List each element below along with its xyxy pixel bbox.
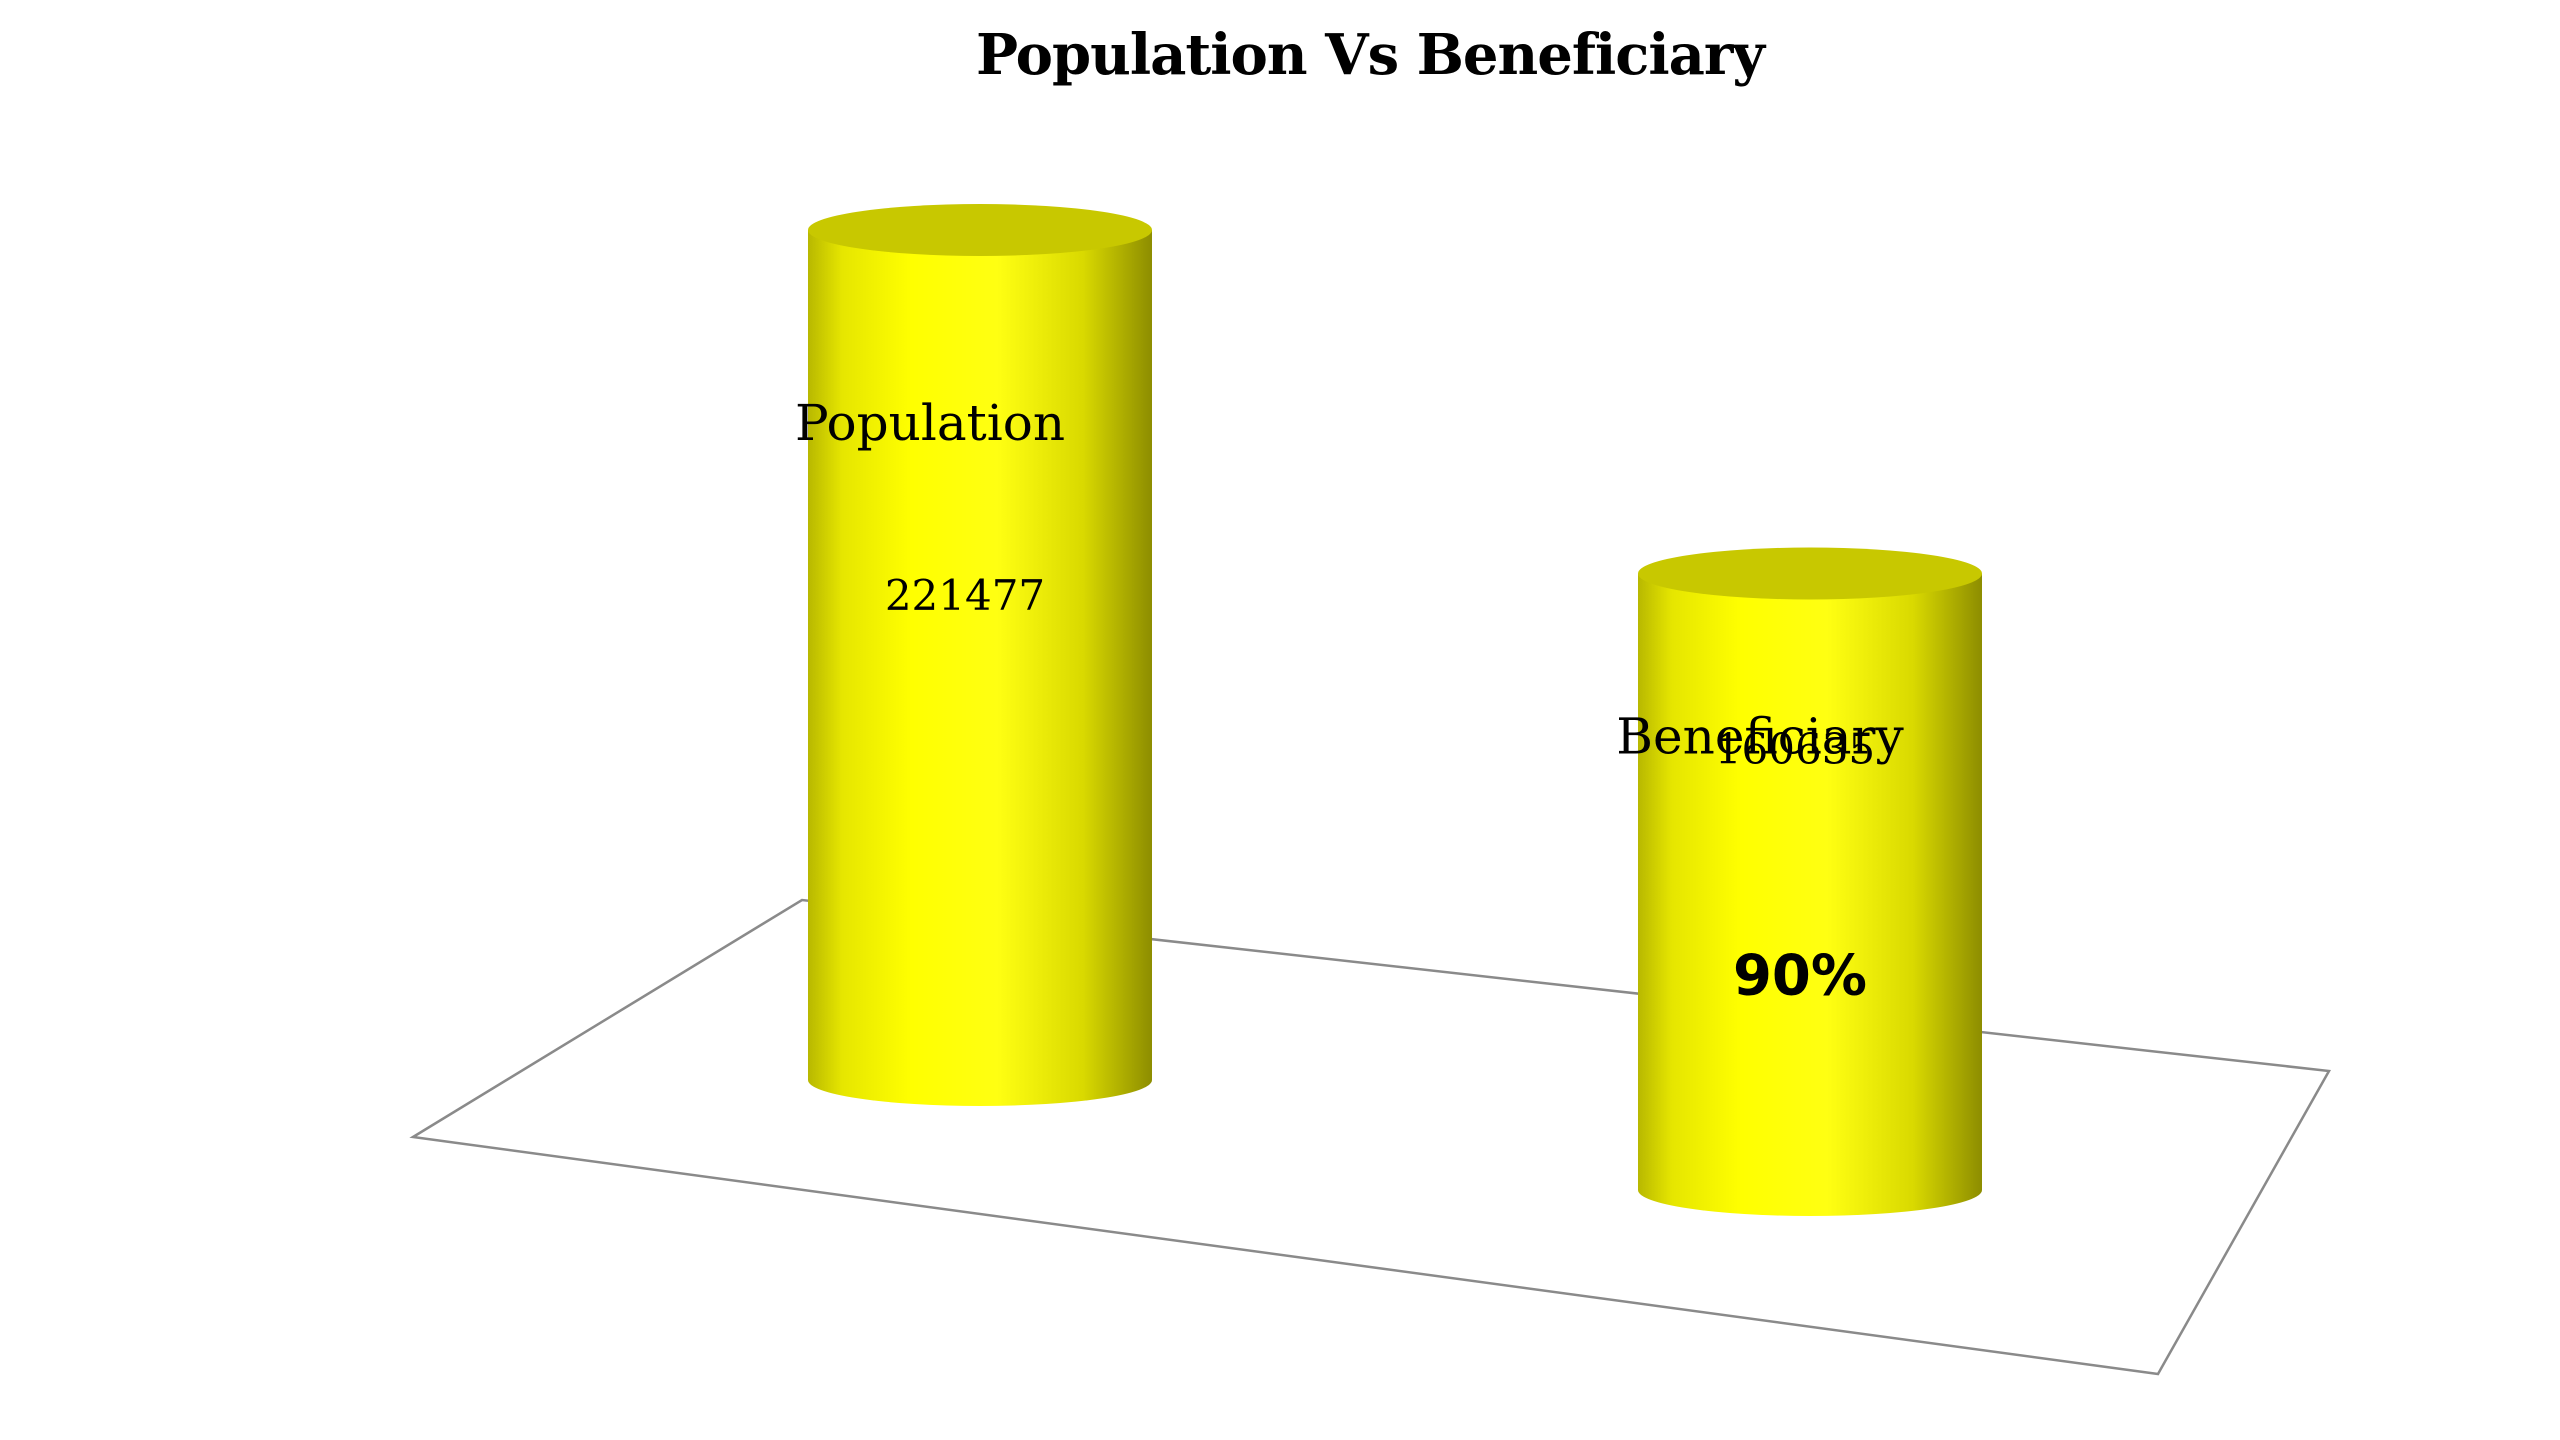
bar-category-label: Beneficiary [1616, 708, 1904, 766]
bar-category-label: Population [795, 394, 1065, 452]
cylinder-body [808, 230, 1152, 1106]
cylinder-top [808, 204, 1152, 256]
bar-value-label: 160635 [1715, 725, 1875, 774]
cylinder-body [1638, 573, 1982, 1216]
bar-percent-label: 90% [1733, 944, 1867, 1009]
bar-value-label: 221477 [885, 571, 1045, 620]
chart-floor [409, 898, 2332, 1376]
cylinder-top [1638, 547, 1982, 600]
bar-population: Population 221477 [795, 204, 1152, 1106]
chart-title: Population Vs Beneficiary [976, 22, 1765, 88]
